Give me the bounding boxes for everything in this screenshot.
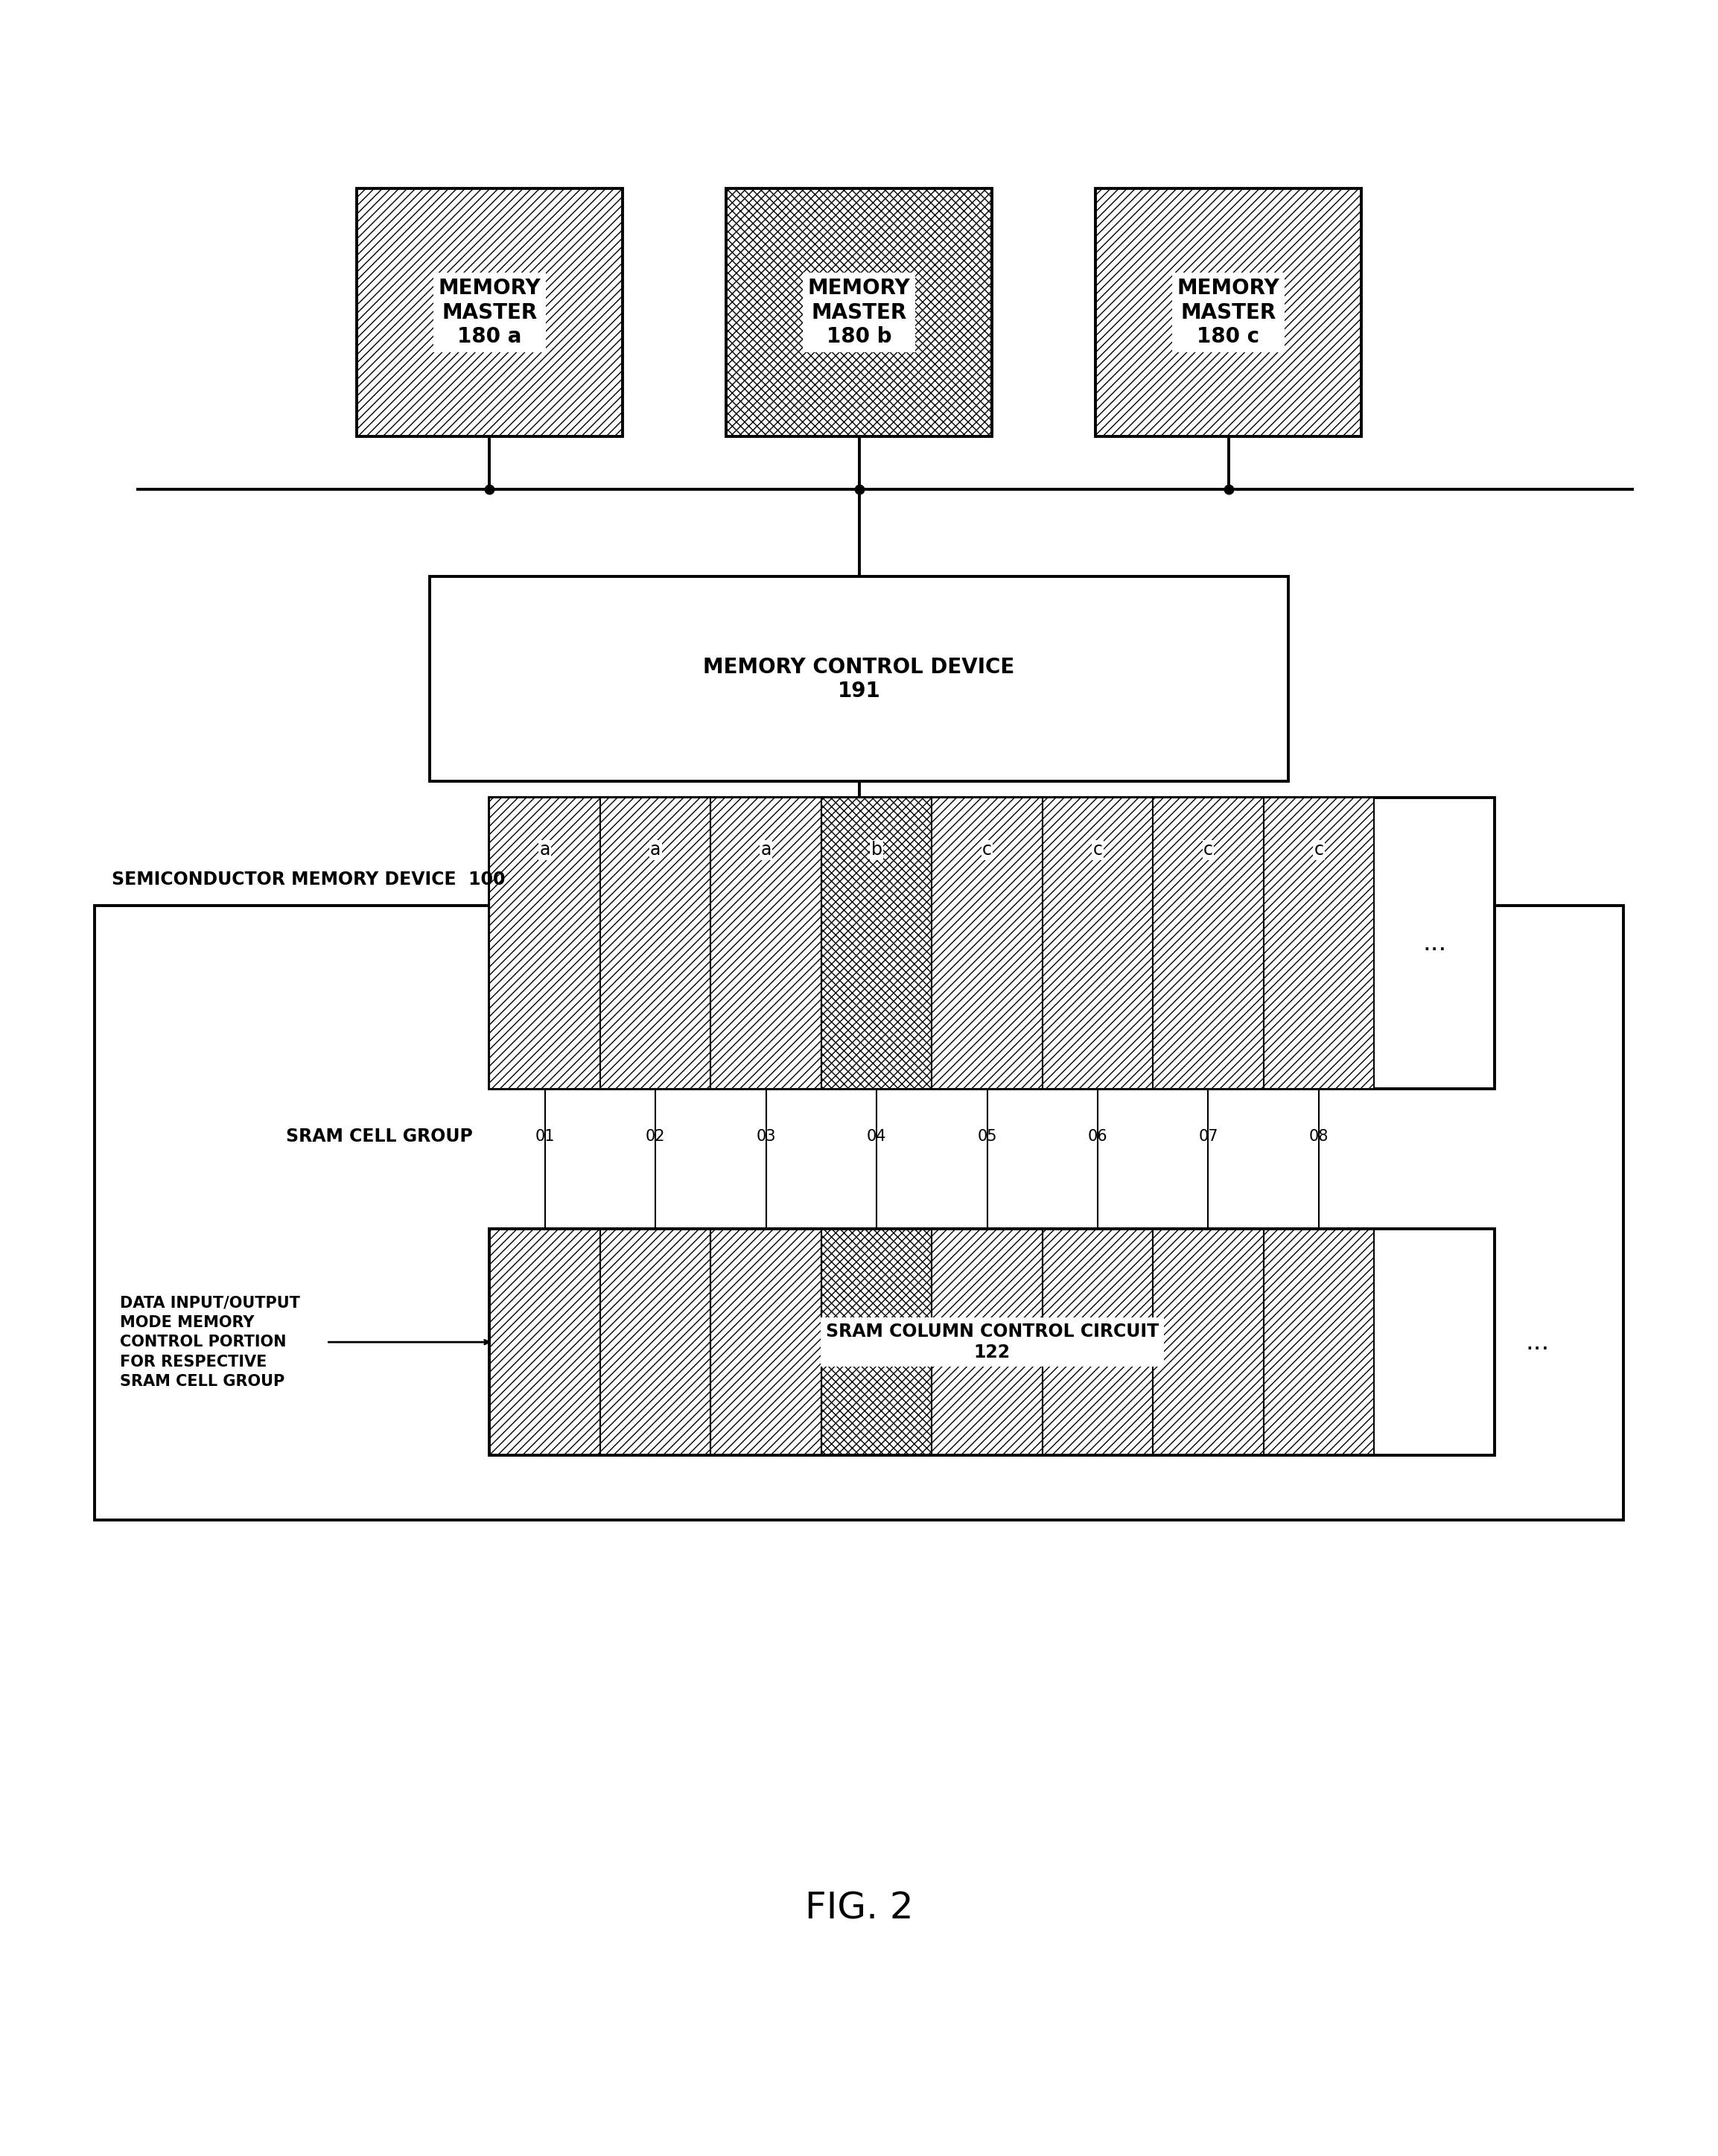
Bar <box>490 1229 600 1455</box>
Text: MEMORY
MASTER
180 c: MEMORY MASTER 180 c <box>1177 278 1280 347</box>
Text: ...: ... <box>1526 1330 1550 1354</box>
Text: MEMORY
MASTER
180 b: MEMORY MASTER 180 b <box>807 278 911 347</box>
Text: c: c <box>1314 841 1323 858</box>
Bar <box>821 798 931 1089</box>
Text: 03: 03 <box>756 1130 777 1143</box>
Bar <box>1153 798 1263 1089</box>
Bar <box>711 798 821 1089</box>
Bar <box>931 798 1043 1089</box>
Bar <box>931 1229 1043 1455</box>
Text: 02: 02 <box>646 1130 665 1143</box>
Text: SRAM COLUMN CONTROL CIRCUIT
122: SRAM COLUMN CONTROL CIRCUIT 122 <box>826 1324 1158 1360</box>
Text: MEMORY
MASTER
180 a: MEMORY MASTER 180 a <box>438 278 541 347</box>
Text: c: c <box>1093 841 1103 858</box>
Bar <box>725 190 993 438</box>
Text: 04: 04 <box>866 1130 886 1143</box>
Bar <box>490 798 600 1089</box>
Bar <box>490 798 600 1089</box>
Text: 01: 01 <box>534 1130 555 1143</box>
Bar <box>711 798 821 1089</box>
Text: MEMORY CONTROL DEVICE
191: MEMORY CONTROL DEVICE 191 <box>703 658 1015 701</box>
Bar <box>490 1229 1495 1455</box>
Text: c: c <box>983 841 991 858</box>
Bar <box>1043 798 1153 1089</box>
Bar <box>1153 1229 1263 1455</box>
Bar <box>94 906 1624 1520</box>
Bar <box>1263 1229 1374 1455</box>
Text: DATA INPUT/OUTPUT
MODE MEMORY
CONTROL PORTION
FOR RESPECTIVE
SRAM CELL GROUP: DATA INPUT/OUTPUT MODE MEMORY CONTROL PO… <box>120 1296 301 1388</box>
Bar <box>931 798 1043 1089</box>
Bar <box>490 798 1495 1089</box>
Bar <box>1096 190 1361 438</box>
Bar <box>1153 798 1263 1089</box>
Text: c: c <box>1203 841 1213 858</box>
Text: a: a <box>649 841 661 858</box>
Text: 06: 06 <box>1087 1130 1108 1143</box>
Bar <box>725 190 993 438</box>
Text: FIG. 2: FIG. 2 <box>804 1891 914 1925</box>
Bar <box>1043 798 1153 1089</box>
Bar <box>356 190 622 438</box>
Text: a: a <box>539 841 550 858</box>
Text: SRAM CELL GROUP: SRAM CELL GROUP <box>285 1128 472 1145</box>
Text: 05: 05 <box>978 1130 996 1143</box>
Text: SEMICONDUCTOR MEMORY DEVICE  100: SEMICONDUCTOR MEMORY DEVICE 100 <box>112 871 505 888</box>
Bar <box>600 798 711 1089</box>
Bar <box>1096 190 1361 438</box>
Bar <box>356 190 622 438</box>
Text: ...: ... <box>1423 931 1447 955</box>
Bar <box>600 798 711 1089</box>
Bar <box>600 1229 711 1455</box>
Text: 08: 08 <box>1309 1130 1328 1143</box>
Bar <box>430 576 1288 780</box>
Bar <box>821 1229 931 1455</box>
Text: a: a <box>761 841 771 858</box>
Text: 07: 07 <box>1199 1130 1218 1143</box>
Bar <box>821 798 931 1089</box>
Text: b: b <box>871 841 881 858</box>
Bar <box>1263 798 1374 1089</box>
Bar <box>1043 1229 1153 1455</box>
Bar <box>711 1229 821 1455</box>
Bar <box>1263 798 1374 1089</box>
